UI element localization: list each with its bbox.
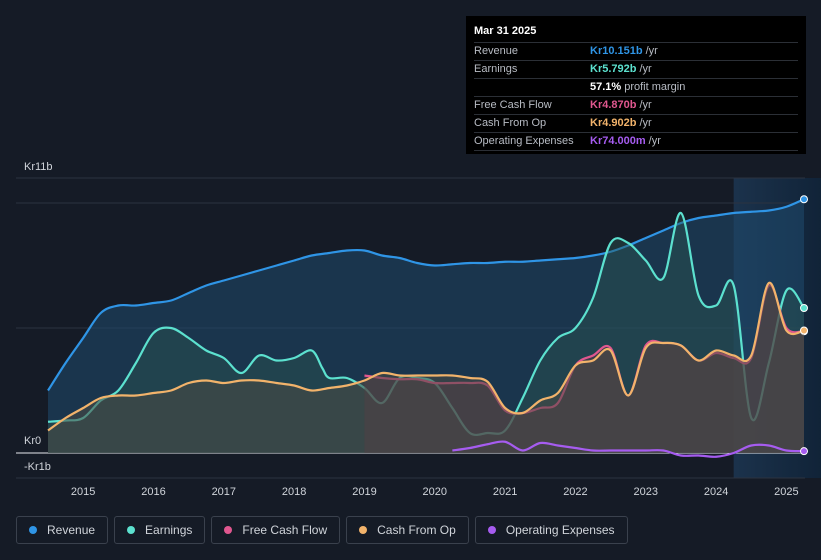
tooltip-date: Mar 31 2025 [474,24,798,43]
x-tick-label: 2025 [774,486,798,498]
tooltip-value: Kr5.792b [590,63,637,75]
legend-dot-icon [224,526,233,534]
revenue-line [47,198,805,392]
legend-label: Cash From Op [377,523,456,537]
legend-dot-icon [29,526,37,534]
legend-label: Free Cash Flow [242,523,328,537]
x-tick-label: 2018 [282,486,306,498]
tooltip-panel: Mar 31 2025 Revenue Kr10.151b /yr Earnin… [466,16,806,154]
y-tick-label: Kr11b [24,161,53,173]
tooltip-label [474,79,590,96]
tooltip-row-operating-expenses: Operating Expenses Kr74.000m /yr [474,133,798,151]
legend-item-operating-expenses[interactable]: Operating Expenses [474,516,628,544]
tooltip-label: Operating Expenses [474,135,574,147]
tooltip-row-cash-from-op: Cash From Op Kr4.902b /yr [474,115,798,133]
legend-dot-icon [127,526,136,534]
operating-expenses-end-point [800,447,808,456]
x-tick-label: 2023 [634,486,658,498]
cash-from-op-line [47,281,805,432]
tooltip-row-free-cash-flow: Free Cash Flow Kr4.870b /yr [474,97,798,115]
operating-expenses-line [452,440,805,458]
legend-item-free-cash-flow[interactable]: Free Cash Flow [211,516,341,544]
tooltip-unit: /yr [639,117,652,129]
tooltip-row-revenue: Revenue Kr10.151b /yr [474,43,798,61]
x-tick-label: 2024 [704,486,728,498]
legend: Revenue Earnings Free Cash Flow Cash Fro… [16,516,628,546]
legend-item-cash-from-op[interactable]: Cash From Op [346,516,469,544]
y-tick-label: -Kr1b [24,461,51,473]
tooltip-label: Cash From Op [474,117,547,129]
chart-area: Kr11b Kr0 -Kr1b 2015 2016 2017 2018 2019 2020 202… [16,161,821,498]
tooltip-value: Kr74.000m [590,135,646,147]
tooltip-unit: /yr [639,63,652,75]
tooltip-unit: profit margin [624,81,686,93]
legend-dot-icon [487,526,496,534]
legend-label: Earnings [145,523,193,537]
revenue-end-point [800,195,808,204]
tooltip-label: Revenue [474,45,519,57]
y-tick-label: Kr0 [24,435,41,447]
tooltip-unit: /yr [639,99,652,111]
legend-item-earnings[interactable]: Earnings [114,516,206,544]
tooltip-row-earnings: Earnings Kr5.792b /yr [474,61,798,79]
x-tick-label: 2022 [563,486,587,498]
x-tick-label: 2016 [141,486,165,498]
legend-dot-icon [359,526,368,534]
tooltip-value: 57.1% [590,81,622,93]
legend-label: Revenue [47,523,96,537]
earnings-end-point [800,304,808,312]
x-tick-label: 2015 [71,486,95,498]
tooltip-label: Earnings [474,63,518,75]
x-tick-label: 2017 [212,486,236,498]
x-tick-label: 2021 [493,486,517,498]
tooltip-unit: /yr [645,45,658,57]
legend-label: Operating Expenses [505,523,615,537]
tooltip-value: Kr10.151b [590,45,643,57]
tooltip-row-profit-margin: 57.1% profit margin [474,79,798,97]
cash-from-op-end-point [800,326,808,335]
x-tick-label: 2019 [352,486,376,498]
tooltip-value: Kr4.902b [590,117,637,129]
cash-from-op-area [48,282,804,453]
tooltip-unit: /yr [648,135,661,147]
tooltip-label: Free Cash Flow [474,99,552,111]
legend-item-revenue[interactable]: Revenue [16,516,109,544]
x-tick-label: 2020 [423,486,447,498]
tooltip-value: Kr4.870b [590,99,637,111]
